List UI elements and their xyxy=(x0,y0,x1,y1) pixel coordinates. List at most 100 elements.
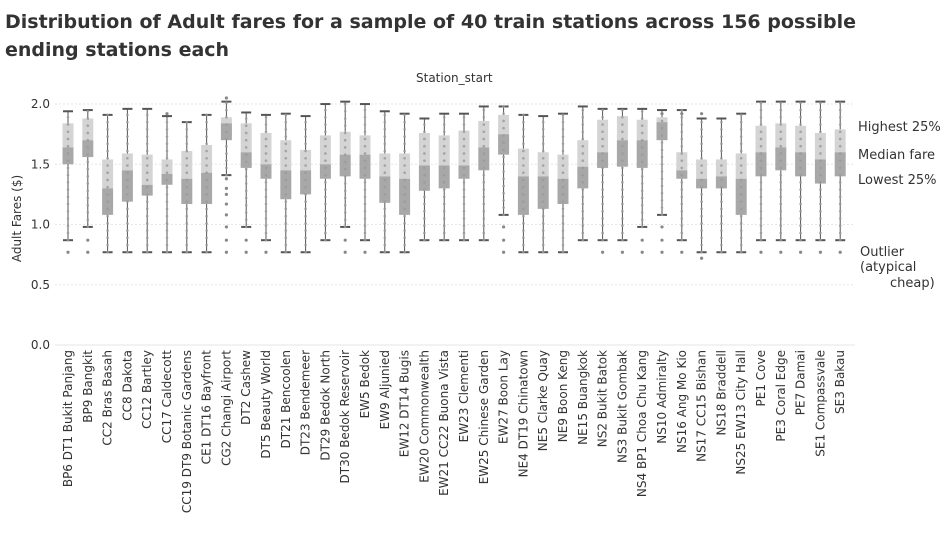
fare-point xyxy=(244,124,248,128)
fare-point xyxy=(383,193,387,196)
fare-point xyxy=(423,123,426,126)
fare-point xyxy=(304,164,307,167)
fare-point xyxy=(541,214,545,218)
box-upper-quartile xyxy=(616,116,628,141)
fare-point xyxy=(363,202,367,206)
fare-point xyxy=(621,130,624,134)
fare-point xyxy=(205,164,208,167)
box-1 xyxy=(82,109,94,254)
fare-point xyxy=(462,137,466,141)
fare-point xyxy=(522,243,525,247)
fare-point xyxy=(383,250,387,254)
outlier-point xyxy=(224,213,228,217)
fare-point xyxy=(561,149,565,153)
fare-point xyxy=(700,207,703,211)
fare-point xyxy=(462,195,466,199)
fare-point xyxy=(185,214,189,218)
fare-point xyxy=(205,128,208,131)
fare-point xyxy=(205,156,208,160)
fare-point xyxy=(343,117,347,120)
box-upper-quartile xyxy=(715,159,727,177)
fare-point xyxy=(819,181,822,184)
outlier-point xyxy=(224,250,228,254)
fare-point xyxy=(185,171,189,175)
fare-point xyxy=(621,202,624,206)
box-lower-quartile xyxy=(319,164,331,179)
fare-point xyxy=(720,207,723,211)
fare-point xyxy=(779,217,783,220)
x-tick-label: NS17 CC15 Bishan xyxy=(695,350,709,462)
fare-point xyxy=(462,209,466,213)
x-tick-label: NE9 Boon Keng xyxy=(556,350,570,442)
box-lower-quartile xyxy=(300,170,312,195)
fare-point xyxy=(660,170,664,173)
fare-point xyxy=(106,193,109,196)
fare-point xyxy=(165,214,169,218)
fare-point xyxy=(621,144,624,148)
fare-point xyxy=(304,178,307,182)
fare-point xyxy=(343,218,347,222)
box-lower-quartile xyxy=(755,152,767,177)
outlier-point xyxy=(660,112,664,116)
x-tick-label: PE3 Coral Edge xyxy=(774,350,788,442)
fare-point xyxy=(720,164,723,167)
fare-point xyxy=(759,181,763,184)
fare-point xyxy=(423,188,426,191)
fare-point xyxy=(720,149,723,153)
fare-point xyxy=(799,202,802,206)
x-tick-label: DT29 Bedok North xyxy=(318,350,332,461)
fare-point xyxy=(244,203,248,207)
fare-point xyxy=(106,149,109,153)
fare-point xyxy=(680,202,684,206)
fare-point xyxy=(403,236,406,240)
box-14 xyxy=(339,100,351,254)
fare-point xyxy=(86,218,90,222)
fare-point xyxy=(244,167,248,171)
fare-point xyxy=(225,159,228,162)
fare-point xyxy=(819,152,822,155)
fare-point xyxy=(106,207,109,211)
outlier-point xyxy=(502,225,506,229)
box-34 xyxy=(735,112,747,254)
fare-point xyxy=(126,113,129,117)
fare-point xyxy=(561,164,565,167)
fare-point xyxy=(502,134,505,137)
fare-point xyxy=(324,152,327,155)
y-tick-label: 0.0 xyxy=(31,338,50,352)
fare-point xyxy=(462,202,466,206)
fare-point xyxy=(244,117,248,120)
fare-point xyxy=(106,171,109,175)
fare-point xyxy=(799,173,802,177)
outlier-point xyxy=(640,238,644,242)
fare-point xyxy=(700,214,703,218)
fare-point xyxy=(244,160,248,164)
fare-point xyxy=(462,188,466,191)
fare-point xyxy=(640,211,644,214)
fare-point xyxy=(522,149,525,153)
box-39 xyxy=(834,100,846,254)
fare-point xyxy=(720,214,723,218)
fare-point xyxy=(601,159,604,162)
fare-point xyxy=(284,229,288,232)
fare-point xyxy=(680,166,684,170)
fare-point xyxy=(522,236,525,240)
fare-point xyxy=(343,225,347,229)
fare-point xyxy=(324,166,327,170)
box-8 xyxy=(220,96,232,254)
fare-point xyxy=(264,152,268,155)
outlier-point xyxy=(363,250,367,254)
annotation-median: Median fare xyxy=(858,148,936,163)
fare-point xyxy=(423,224,426,228)
fare-point xyxy=(284,113,288,117)
annotation-lowest: Lowest 25% xyxy=(858,173,937,188)
fare-point xyxy=(739,207,743,211)
fare-point xyxy=(759,108,763,112)
fare-point xyxy=(126,243,129,247)
fare-point xyxy=(225,173,228,177)
fare-point xyxy=(581,130,585,134)
fare-point xyxy=(541,156,545,160)
fare-point xyxy=(442,231,446,235)
fare-point xyxy=(541,128,545,131)
fare-point xyxy=(601,137,604,141)
